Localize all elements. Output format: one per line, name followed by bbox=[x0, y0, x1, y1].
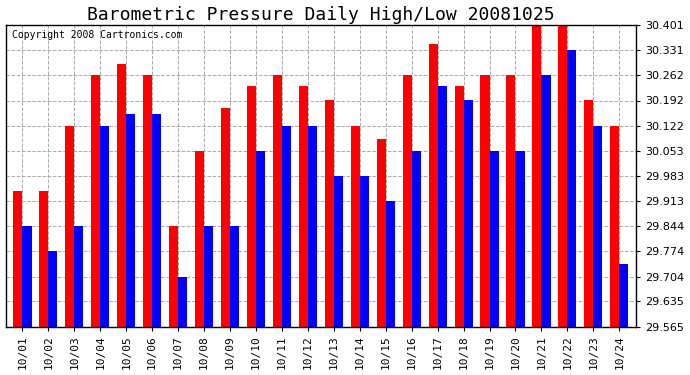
Bar bbox=[256, 151, 265, 327]
Bar bbox=[610, 126, 620, 327]
Bar bbox=[567, 50, 576, 327]
Bar bbox=[464, 100, 473, 327]
Bar bbox=[152, 114, 161, 327]
Bar bbox=[39, 191, 48, 327]
Bar bbox=[428, 44, 437, 327]
Bar bbox=[66, 126, 75, 327]
Bar bbox=[533, 25, 542, 327]
Bar bbox=[455, 86, 464, 327]
Bar bbox=[412, 151, 421, 327]
Bar bbox=[48, 251, 57, 327]
Bar bbox=[204, 226, 213, 327]
Bar bbox=[402, 75, 412, 327]
Bar bbox=[75, 226, 83, 327]
Title: Barometric Pressure Daily High/Low 20081025: Barometric Pressure Daily High/Low 20081… bbox=[87, 6, 555, 24]
Bar bbox=[247, 86, 256, 327]
Bar bbox=[195, 151, 204, 327]
Bar bbox=[542, 75, 551, 327]
Bar bbox=[489, 151, 499, 327]
Bar bbox=[480, 75, 489, 327]
Bar bbox=[515, 151, 524, 327]
Bar bbox=[143, 75, 152, 327]
Bar bbox=[558, 25, 567, 327]
Bar bbox=[117, 64, 126, 327]
Bar bbox=[359, 176, 369, 327]
Bar bbox=[299, 86, 308, 327]
Bar bbox=[437, 86, 446, 327]
Bar bbox=[221, 108, 230, 327]
Bar bbox=[620, 264, 629, 327]
Text: Copyright 2008 Cartronics.com: Copyright 2008 Cartronics.com bbox=[12, 30, 182, 40]
Bar bbox=[584, 100, 593, 327]
Bar bbox=[126, 114, 135, 327]
Bar bbox=[593, 126, 602, 327]
Bar bbox=[178, 276, 187, 327]
Bar bbox=[334, 176, 343, 327]
Bar bbox=[22, 226, 32, 327]
Bar bbox=[230, 226, 239, 327]
Bar bbox=[377, 139, 386, 327]
Bar bbox=[506, 75, 515, 327]
Bar bbox=[351, 126, 359, 327]
Bar bbox=[386, 201, 395, 327]
Bar bbox=[13, 191, 22, 327]
Bar bbox=[325, 100, 334, 327]
Bar bbox=[308, 126, 317, 327]
Bar bbox=[282, 126, 291, 327]
Bar bbox=[273, 75, 282, 327]
Bar bbox=[169, 226, 178, 327]
Bar bbox=[100, 126, 109, 327]
Bar bbox=[91, 75, 100, 327]
